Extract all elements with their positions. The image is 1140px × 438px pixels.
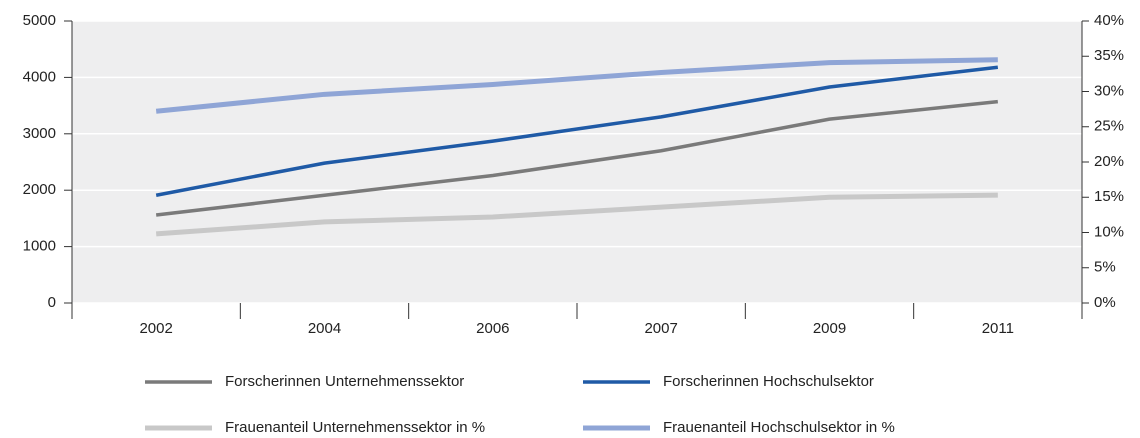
y-tick-label: 4000 bbox=[23, 68, 56, 85]
y2-tick-label: 5% bbox=[1094, 259, 1116, 276]
series-line bbox=[155, 57, 998, 114]
y2-tick-label: 35% bbox=[1094, 47, 1124, 64]
y-tick-label: 1000 bbox=[23, 238, 56, 255]
y2-tick-label: 40% bbox=[1094, 12, 1124, 29]
x-tick-label: 2011 bbox=[982, 320, 1014, 337]
y-tick-label: 2000 bbox=[23, 181, 56, 198]
x-tick-label: 2009 bbox=[813, 320, 846, 337]
x-tick-label: 2002 bbox=[139, 320, 172, 337]
series-line bbox=[155, 192, 998, 237]
x-tick-label: 2006 bbox=[476, 320, 509, 337]
legend-label: Forscherinnen Unternehmenssektor bbox=[225, 373, 464, 390]
legend-label: Forscherinnen Hochschulsektor bbox=[663, 373, 874, 390]
y-tick-label: 3000 bbox=[23, 125, 56, 142]
x-tick-label: 2007 bbox=[644, 320, 677, 337]
y2-tick-label: 10% bbox=[1094, 223, 1124, 240]
y2-tick-label: 25% bbox=[1094, 118, 1124, 135]
legend-label: Frauenanteil Unternehmenssektor in % bbox=[225, 419, 485, 436]
y2-tick-label: 30% bbox=[1094, 82, 1124, 99]
y2-tick-label: 15% bbox=[1094, 188, 1124, 205]
series-line bbox=[155, 99, 999, 217]
y2-tick-label: 20% bbox=[1094, 153, 1124, 170]
y-tick-label: 5000 bbox=[23, 12, 56, 29]
series-line bbox=[155, 65, 999, 197]
x-tick-label: 2004 bbox=[308, 320, 341, 337]
y-tick-label: 0 bbox=[48, 294, 56, 311]
legend-label: Frauenanteil Hochschulsektor in % bbox=[663, 419, 895, 436]
y2-tick-label: 0% bbox=[1094, 294, 1116, 311]
